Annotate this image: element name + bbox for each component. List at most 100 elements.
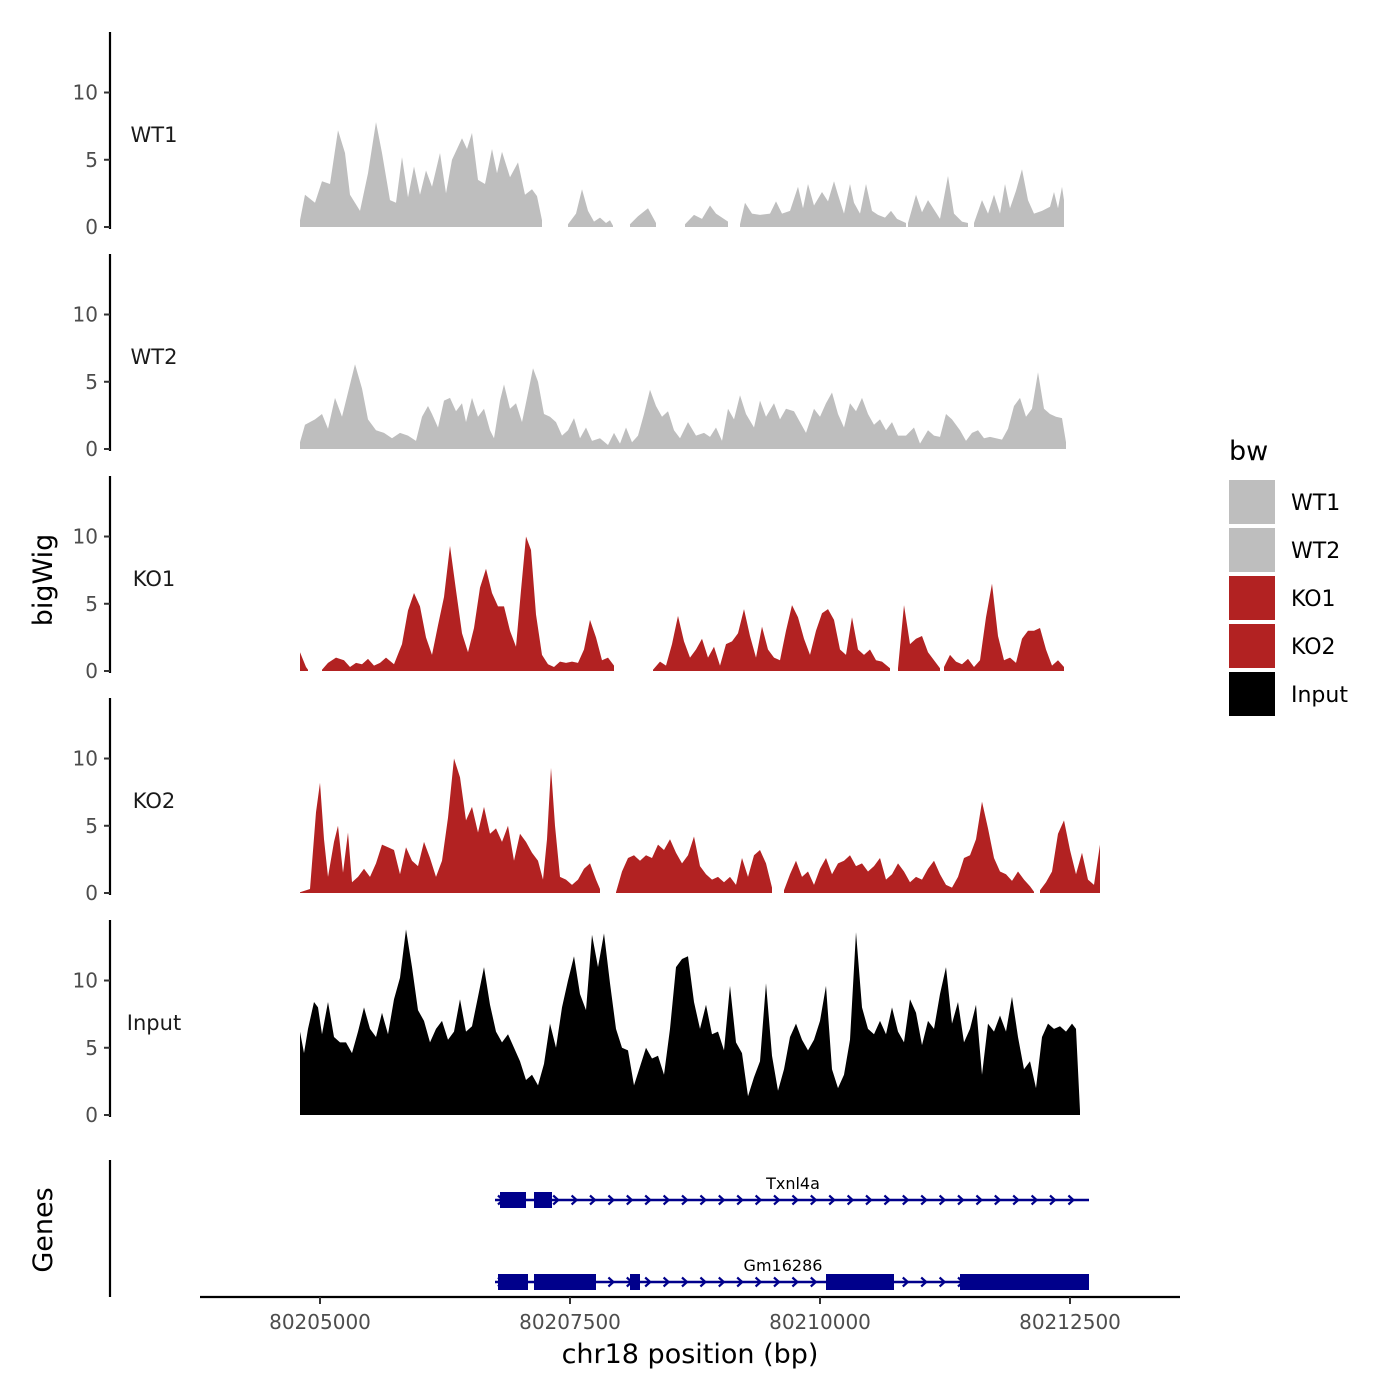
strand-arrow-icon xyxy=(1012,1194,1020,1206)
coverage-area xyxy=(974,169,1064,227)
y-tick-label: 0 xyxy=(85,881,98,905)
y-tick-label: 10 xyxy=(73,747,98,771)
legend-label: WT2 xyxy=(1291,539,1340,564)
strand-arrow-icon xyxy=(589,1194,597,1206)
track-label: WT2 xyxy=(131,345,178,369)
y-tick-label: 10 xyxy=(73,303,98,327)
tracks-layer: 0 5 10 WT1 0 5 10 WT2 0 5 10 KO1 0 5 10 KO2 0 5 10 Input xyxy=(73,32,1100,1127)
genes-layer: Txnl4a Gm16286 xyxy=(108,1160,1089,1297)
genes-axis-title: Genes xyxy=(28,1187,59,1272)
gene-exon xyxy=(500,1192,526,1208)
x-tick-label: 80210000 xyxy=(769,1310,871,1334)
gene-exon xyxy=(630,1274,640,1290)
track-ko1: 0 5 10 KO1 xyxy=(73,476,1064,683)
coverage-area xyxy=(300,122,542,227)
y-tick-label: 10 xyxy=(73,525,98,549)
legend-item-wt1: WT1 xyxy=(1229,480,1340,524)
legend-item-wt2: WT2 xyxy=(1229,528,1340,572)
gene-exon xyxy=(960,1274,1089,1290)
coverage-area xyxy=(568,189,613,227)
track-label: WT1 xyxy=(131,123,178,147)
strand-arrow-icon xyxy=(846,1194,855,1206)
strand-arrow-icon xyxy=(791,1276,800,1288)
strand-arrow-icon xyxy=(681,1276,689,1288)
coverage-area xyxy=(300,929,1080,1115)
coverage-area xyxy=(322,536,614,671)
strand-arrow-icon xyxy=(699,1276,708,1288)
x-tick-label: 80212500 xyxy=(1019,1310,1121,1334)
strand-arrow-icon xyxy=(810,1276,818,1288)
strand-arrow-icon xyxy=(828,1194,836,1206)
coverage-area xyxy=(685,205,728,227)
track-label: KO2 xyxy=(133,789,176,813)
strand-arrow-icon xyxy=(791,1194,800,1206)
coverage-area xyxy=(908,175,968,227)
strand-arrow-icon xyxy=(699,1194,708,1206)
strand-arrow-icon xyxy=(626,1194,634,1206)
strand-arrow-icon xyxy=(865,1194,873,1206)
legend-label: KO2 xyxy=(1291,635,1336,660)
strand-arrow-icon xyxy=(644,1276,652,1288)
strand-arrow-icon xyxy=(902,1194,910,1206)
legend-item-ko1: KO1 xyxy=(1229,576,1336,620)
strand-arrow-icon xyxy=(920,1276,928,1288)
y-tick-label: 10 xyxy=(73,81,98,105)
strand-arrow-icon xyxy=(736,1194,744,1206)
coverage-area xyxy=(300,758,600,893)
strand-arrow-icon xyxy=(681,1194,689,1206)
legend-item-ko2: KO2 xyxy=(1229,624,1336,668)
legend-label: WT1 xyxy=(1291,491,1340,516)
strand-arrow-icon xyxy=(552,1194,560,1206)
x-tick-label: 80205000 xyxy=(269,1310,371,1334)
strand-arrow-icon xyxy=(607,1276,616,1288)
strand-arrow-icon xyxy=(883,1194,892,1206)
coverage-area xyxy=(1040,820,1100,893)
gene-exon xyxy=(498,1274,528,1290)
strand-arrow-icon xyxy=(754,1194,763,1206)
coverage-area xyxy=(740,181,906,227)
strand-arrow-icon xyxy=(902,1276,910,1288)
gene-exon xyxy=(534,1192,552,1208)
strand-arrow-icon xyxy=(773,1276,781,1288)
strand-arrow-icon xyxy=(920,1194,928,1206)
strand-arrow-icon xyxy=(718,1276,726,1288)
x-axis-title: chr18 position (bp) xyxy=(562,1339,819,1370)
y-tick-label: 0 xyxy=(85,437,98,461)
gene-exon xyxy=(826,1274,894,1290)
track-wt1: 0 5 10 WT1 xyxy=(73,32,1064,239)
legend-swatch xyxy=(1229,480,1275,524)
legend-title: bw xyxy=(1229,436,1268,467)
gene-gm16286: Gm16286 xyxy=(495,1256,1089,1290)
strand-arrow-icon xyxy=(810,1194,818,1206)
gene-txnl4a: Txnl4a xyxy=(495,1174,1089,1208)
coverage-area xyxy=(300,364,1066,449)
y-tick-label: 0 xyxy=(85,215,98,239)
legend-swatch xyxy=(1229,624,1275,668)
strand-arrow-icon xyxy=(644,1194,652,1206)
y-tick-label: 0 xyxy=(85,1103,98,1127)
legend-swatch xyxy=(1229,576,1275,620)
track-ko2: 0 5 10 KO2 xyxy=(73,698,1100,905)
strand-arrow-icon xyxy=(773,1194,781,1206)
track-label: Input xyxy=(127,1011,181,1035)
y-tick-label: 5 xyxy=(85,592,98,616)
coverage-area xyxy=(616,836,772,893)
gene-exon xyxy=(534,1274,596,1290)
coverage-area xyxy=(300,652,308,671)
legend: bw WT1 WT2 KO1 KO2 Input xyxy=(1229,436,1348,716)
gene-label: Gm16286 xyxy=(744,1256,823,1275)
strand-arrow-icon xyxy=(975,1194,984,1206)
strand-arrow-icon xyxy=(662,1194,671,1206)
legend-swatch xyxy=(1229,528,1275,572)
track-label: KO1 xyxy=(133,567,176,591)
strand-arrow-icon xyxy=(754,1276,763,1288)
strand-arrow-icon xyxy=(736,1276,744,1288)
strand-arrow-icon xyxy=(994,1194,1002,1206)
y-tick-label: 5 xyxy=(85,814,98,838)
strand-arrow-icon xyxy=(570,1194,579,1206)
legend-swatch xyxy=(1229,672,1275,716)
y-tick-label: 5 xyxy=(85,148,98,172)
strand-arrow-icon xyxy=(1030,1194,1039,1206)
coverage-area xyxy=(784,801,1034,893)
